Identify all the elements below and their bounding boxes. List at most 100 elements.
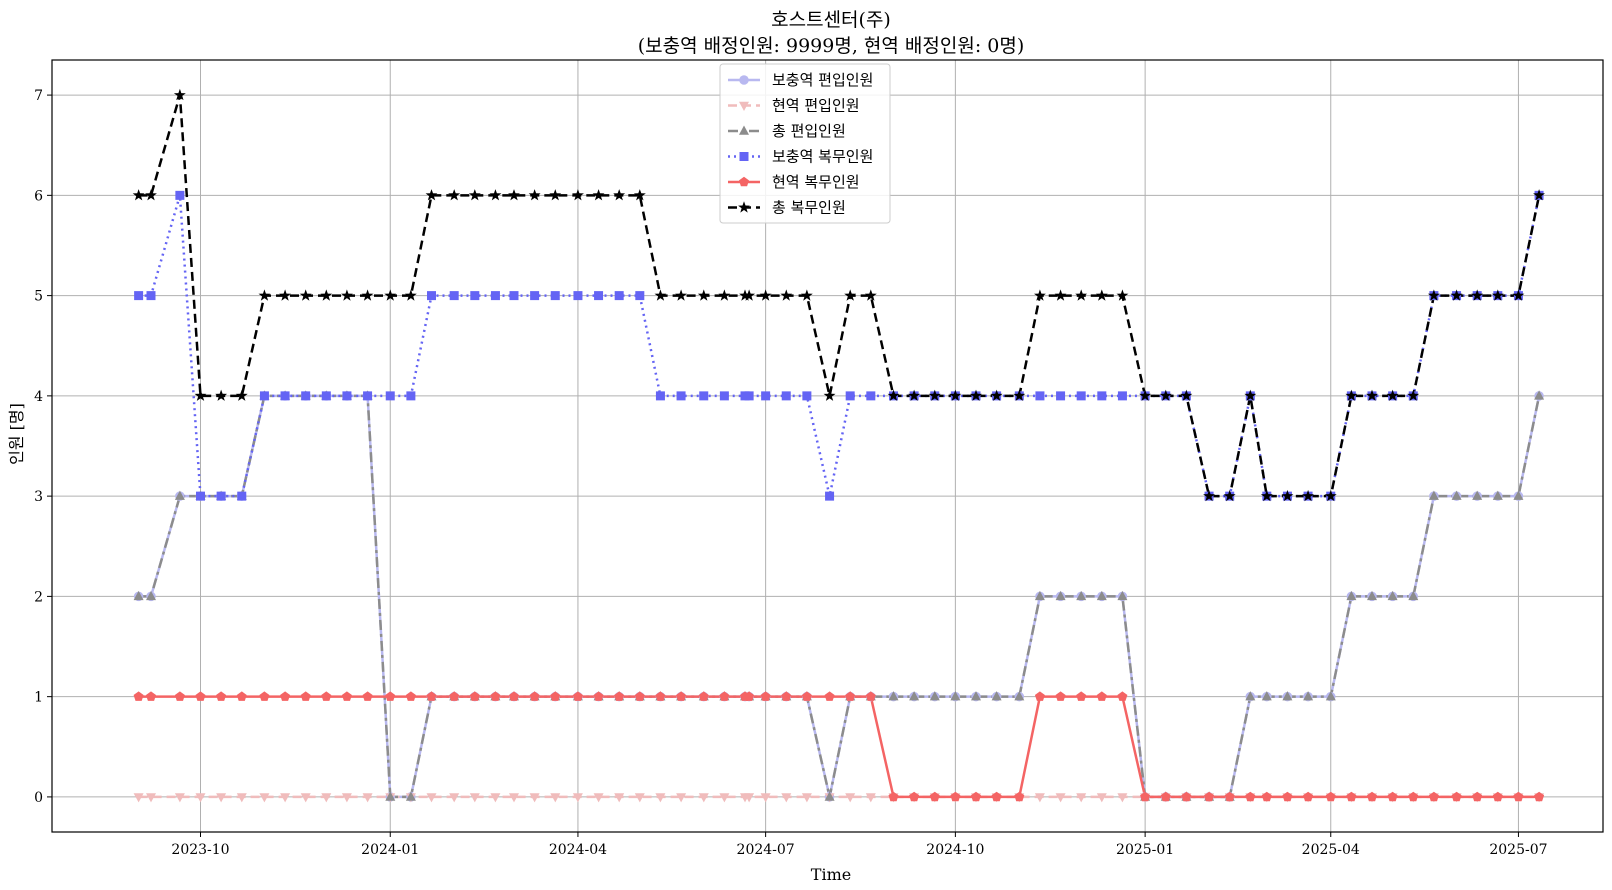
legend-label-0: 보충역 편입인원 [772,71,873,89]
series-points-4 [133,691,1545,802]
data-point [594,291,604,301]
chart-title: 호스트센터(주) [771,9,891,31]
series-line-3 [138,194,1541,498]
data-point [1055,691,1066,701]
data-point [468,189,481,201]
data-point [1387,590,1398,601]
data-point [1097,391,1107,401]
data-point [719,793,730,803]
data-point [133,691,144,701]
data-point [259,793,270,803]
data-point [237,491,247,501]
data-point [1055,590,1066,601]
data-point [950,691,961,701]
data-point [301,391,311,401]
data-point [1245,791,1256,802]
x-axis-label: Time [811,865,851,884]
data-point [490,793,501,803]
data-point [802,391,812,401]
data-point [845,391,855,401]
data-point [909,791,920,802]
data-point [1472,791,1483,802]
data-point [743,289,756,301]
y-axis-label: 인원 [명] [7,403,26,465]
data-point [655,691,666,701]
data-point [1345,389,1358,401]
data-point [1140,791,1151,802]
data-point [259,391,269,401]
data-point [1427,289,1440,301]
data-point [215,389,228,401]
data-point [385,391,395,401]
data-point [781,793,792,803]
legend-marker-2 [739,125,749,135]
legend-frame [719,63,891,224]
data-point [1034,691,1045,701]
data-point [362,691,373,701]
x-tick-label: 2024-04 [549,842,607,858]
data-point [718,289,731,301]
data-point [1303,791,1314,802]
data-point [280,691,291,701]
data-point [280,793,291,803]
data-point [825,491,835,501]
data-point [1325,791,1336,802]
data-point [744,691,755,701]
data-point [1180,389,1193,401]
data-point [1346,590,1357,601]
data-point [844,289,857,301]
data-point [299,289,312,301]
data-point [699,391,709,401]
data-point [1034,793,1045,803]
data-point [759,289,772,301]
data-point [1492,490,1503,500]
data-point [341,793,352,803]
data-point [216,691,227,701]
data-point [427,291,436,301]
data-point [1139,389,1152,401]
legend-marker-3 [739,152,749,161]
data-point [1303,691,1314,701]
data-point [1116,289,1129,301]
data-point [236,691,247,701]
data-point [1450,289,1463,301]
data-point [509,793,519,803]
data-point [1491,289,1504,301]
data-point [1245,691,1256,701]
data-point [384,289,397,301]
data-point [404,289,417,301]
data-point [1260,489,1273,502]
x-tick-label: 2025-04 [1302,842,1360,858]
data-point [633,189,646,201]
data-point [1035,391,1045,401]
data-point [1117,793,1128,803]
data-point [573,291,583,301]
x-tick-label: 2023-10 [171,842,229,858]
data-point [216,491,226,501]
data-point [361,289,374,301]
data-point [1386,389,1399,401]
data-point [1013,389,1026,401]
x-tick-label: 2024-01 [361,842,419,858]
data-point [1034,289,1046,301]
data-point [676,691,687,701]
data-point [1076,391,1086,401]
data-point [405,791,416,801]
data-point [1451,791,1462,802]
data-point [887,389,900,401]
data-point [928,389,941,401]
data-point [342,391,352,401]
series-line-5 [138,93,1541,498]
data-point [1204,791,1215,802]
data-point [654,289,667,301]
data-point [929,791,940,802]
data-point [280,391,290,401]
data-point [845,793,856,803]
data-point [1302,489,1314,502]
data-point [744,793,755,803]
data-point [236,793,247,803]
data-point [549,189,562,201]
data-point [1014,691,1025,701]
data-point [1096,691,1107,701]
chart-subtitle: (보충역 배정인원: 9999명, 현역 배정인원: 0명) [638,35,1025,57]
